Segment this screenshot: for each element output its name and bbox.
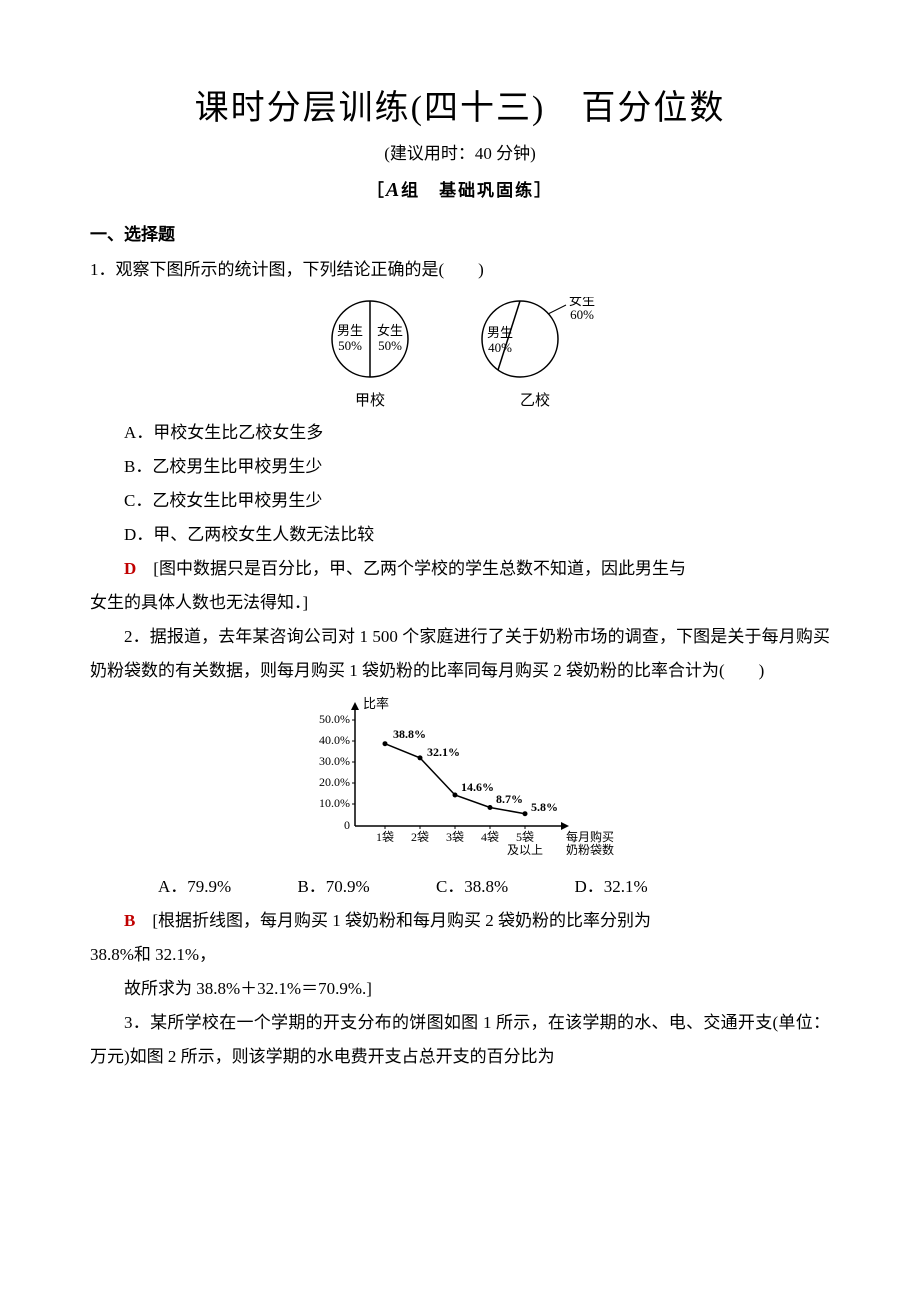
q3-stem: 3．某所学校在一个学期的开支分布的饼图如图 1 所示，在该学期的水、电、交通开支… [90,1006,830,1074]
group-line: ［A组 基础巩固练］ [90,176,830,202]
q2-x3: 4袋 [481,830,499,844]
q2-ytick-4: 10.0% [319,796,350,810]
q2-chart-wrap: 比率 50.0% 40.0% 30.0% 20.0% 10.0% 0 38.8% [90,696,830,866]
q2-ytick-2: 30.0% [319,754,350,768]
q2-line-chart: 比率 50.0% 40.0% 30.0% 20.0% 10.0% 0 38.8% [295,696,625,866]
q2-answer: B [根据折线图，每月购买 1 袋奶粉和每月购买 2 袋奶粉的比率分别为 [90,904,830,938]
q2-mcB: B．70.9% [263,870,369,904]
q1-stem: 1．观察下图所示的统计图，下列结论正确的是( ) [90,253,830,287]
q2-explain-l3: 故所求为 38.8%＋32.1%＝70.9%.] [90,972,830,1006]
q2-x2: 3袋 [446,830,464,844]
q2-pt4: 5.8% [531,800,558,814]
pie-a-right-l1: 女生 [377,323,403,338]
q2-ytick-5: 0 [344,818,350,832]
q2-ytick-0: 50.0% [319,712,350,726]
q2-pt1: 32.1% [427,745,460,759]
bracket-close: ］ [534,181,553,200]
q1-pie-row: 男生 50% 女生 50% 甲校 男生 40% 女生 60% 乙校 [90,297,830,410]
q2-x1: 2袋 [411,830,429,844]
q1-explain-l1: [图中数据只是百分比，甲、乙两个学校的学生总数不知道，因此男生与 [136,559,686,578]
q2-ytick-1: 40.0% [319,733,350,747]
q2-pt2: 14.6% [461,780,494,794]
section-heading: 一、选择题 [90,220,830,245]
q2-explain-l2: 38.8%和 32.1%， [90,938,830,972]
q1-answer: D [图中数据只是百分比，甲、乙两个学校的学生总数不知道，因此男生与 [90,552,830,586]
q2-mcC: C．38.8% [402,870,508,904]
q2-mc-row: A．79.9% B．70.9% C．38.8% D．32.1% [90,870,830,904]
q1-optB: B．乙校男生比甲校男生少 [90,450,830,484]
q2-x4-l1: 5袋 [516,830,534,844]
q2-xaxis-t1: 每月购买 [566,829,614,844]
q2-mcA: A．79.9% [124,870,231,904]
q2-x0: 1袋 [376,830,394,844]
q2-ylabel: 比率 [363,696,389,711]
pie-b-left-l2: 40% [488,340,512,355]
page: 课时分层训练(四十三) 百分位数 (建议用时：40 分钟) ［A组 基础巩固练］… [0,0,920,1302]
subtitle: (建议用时：40 分钟) [90,139,830,164]
pie-b-left-l1: 男生 [487,325,513,340]
pie-b: 男生 40% 女生 60% 乙校 [470,297,600,410]
q1-optD: D．甲、乙两校女生人数无法比较 [90,518,830,552]
group-rest: 组 基础巩固练 [401,181,534,200]
q2-answer-letter: B [124,911,135,930]
q2-pt3: 8.7% [496,792,523,806]
q2-ytick-3: 20.0% [319,775,350,789]
pie-a: 男生 50% 女生 50% 甲校 [320,297,420,410]
q1-optC: C．乙校女生比甲校男生少 [90,484,830,518]
q2-explain-l1: [根据折线图，每月购买 1 袋奶粉和每月购买 2 袋奶粉的比率分别为 [135,911,651,930]
q1-answer-letter: D [124,559,136,578]
main-title: 课时分层训练(四十三) 百分位数 [90,80,830,129]
q2-stem: 2．据报道，去年某咨询公司对 1 500 个家庭进行了关于奶粉市场的调查，下图是… [90,620,830,688]
pie-b-svg: 男生 40% 女生 60% [470,297,600,387]
bracket-open: ［ [367,181,386,200]
pie-a-caption: 甲校 [320,389,420,410]
group-letter: A [386,179,401,201]
pie-a-left-l1: 男生 [337,323,363,338]
pie-b-right-l2: 60% [570,307,594,322]
q2-mcD: D．32.1% [540,870,647,904]
q2-xaxis-t2: 奶粉袋数 [566,842,614,857]
q1-explain-l2: 女生的具体人数也无法得知．] [90,586,830,620]
q2-x4-l2: 及以上 [507,843,543,857]
q1-optA: A．甲校女生比乙校女生多 [90,416,830,450]
pie-b-caption: 乙校 [470,389,600,410]
pie-a-right-l2: 50% [378,338,402,353]
pie-a-left-l2: 50% [338,338,362,353]
q2-pt0: 38.8% [393,727,426,741]
pie-a-svg: 男生 50% 女生 50% [320,297,420,387]
